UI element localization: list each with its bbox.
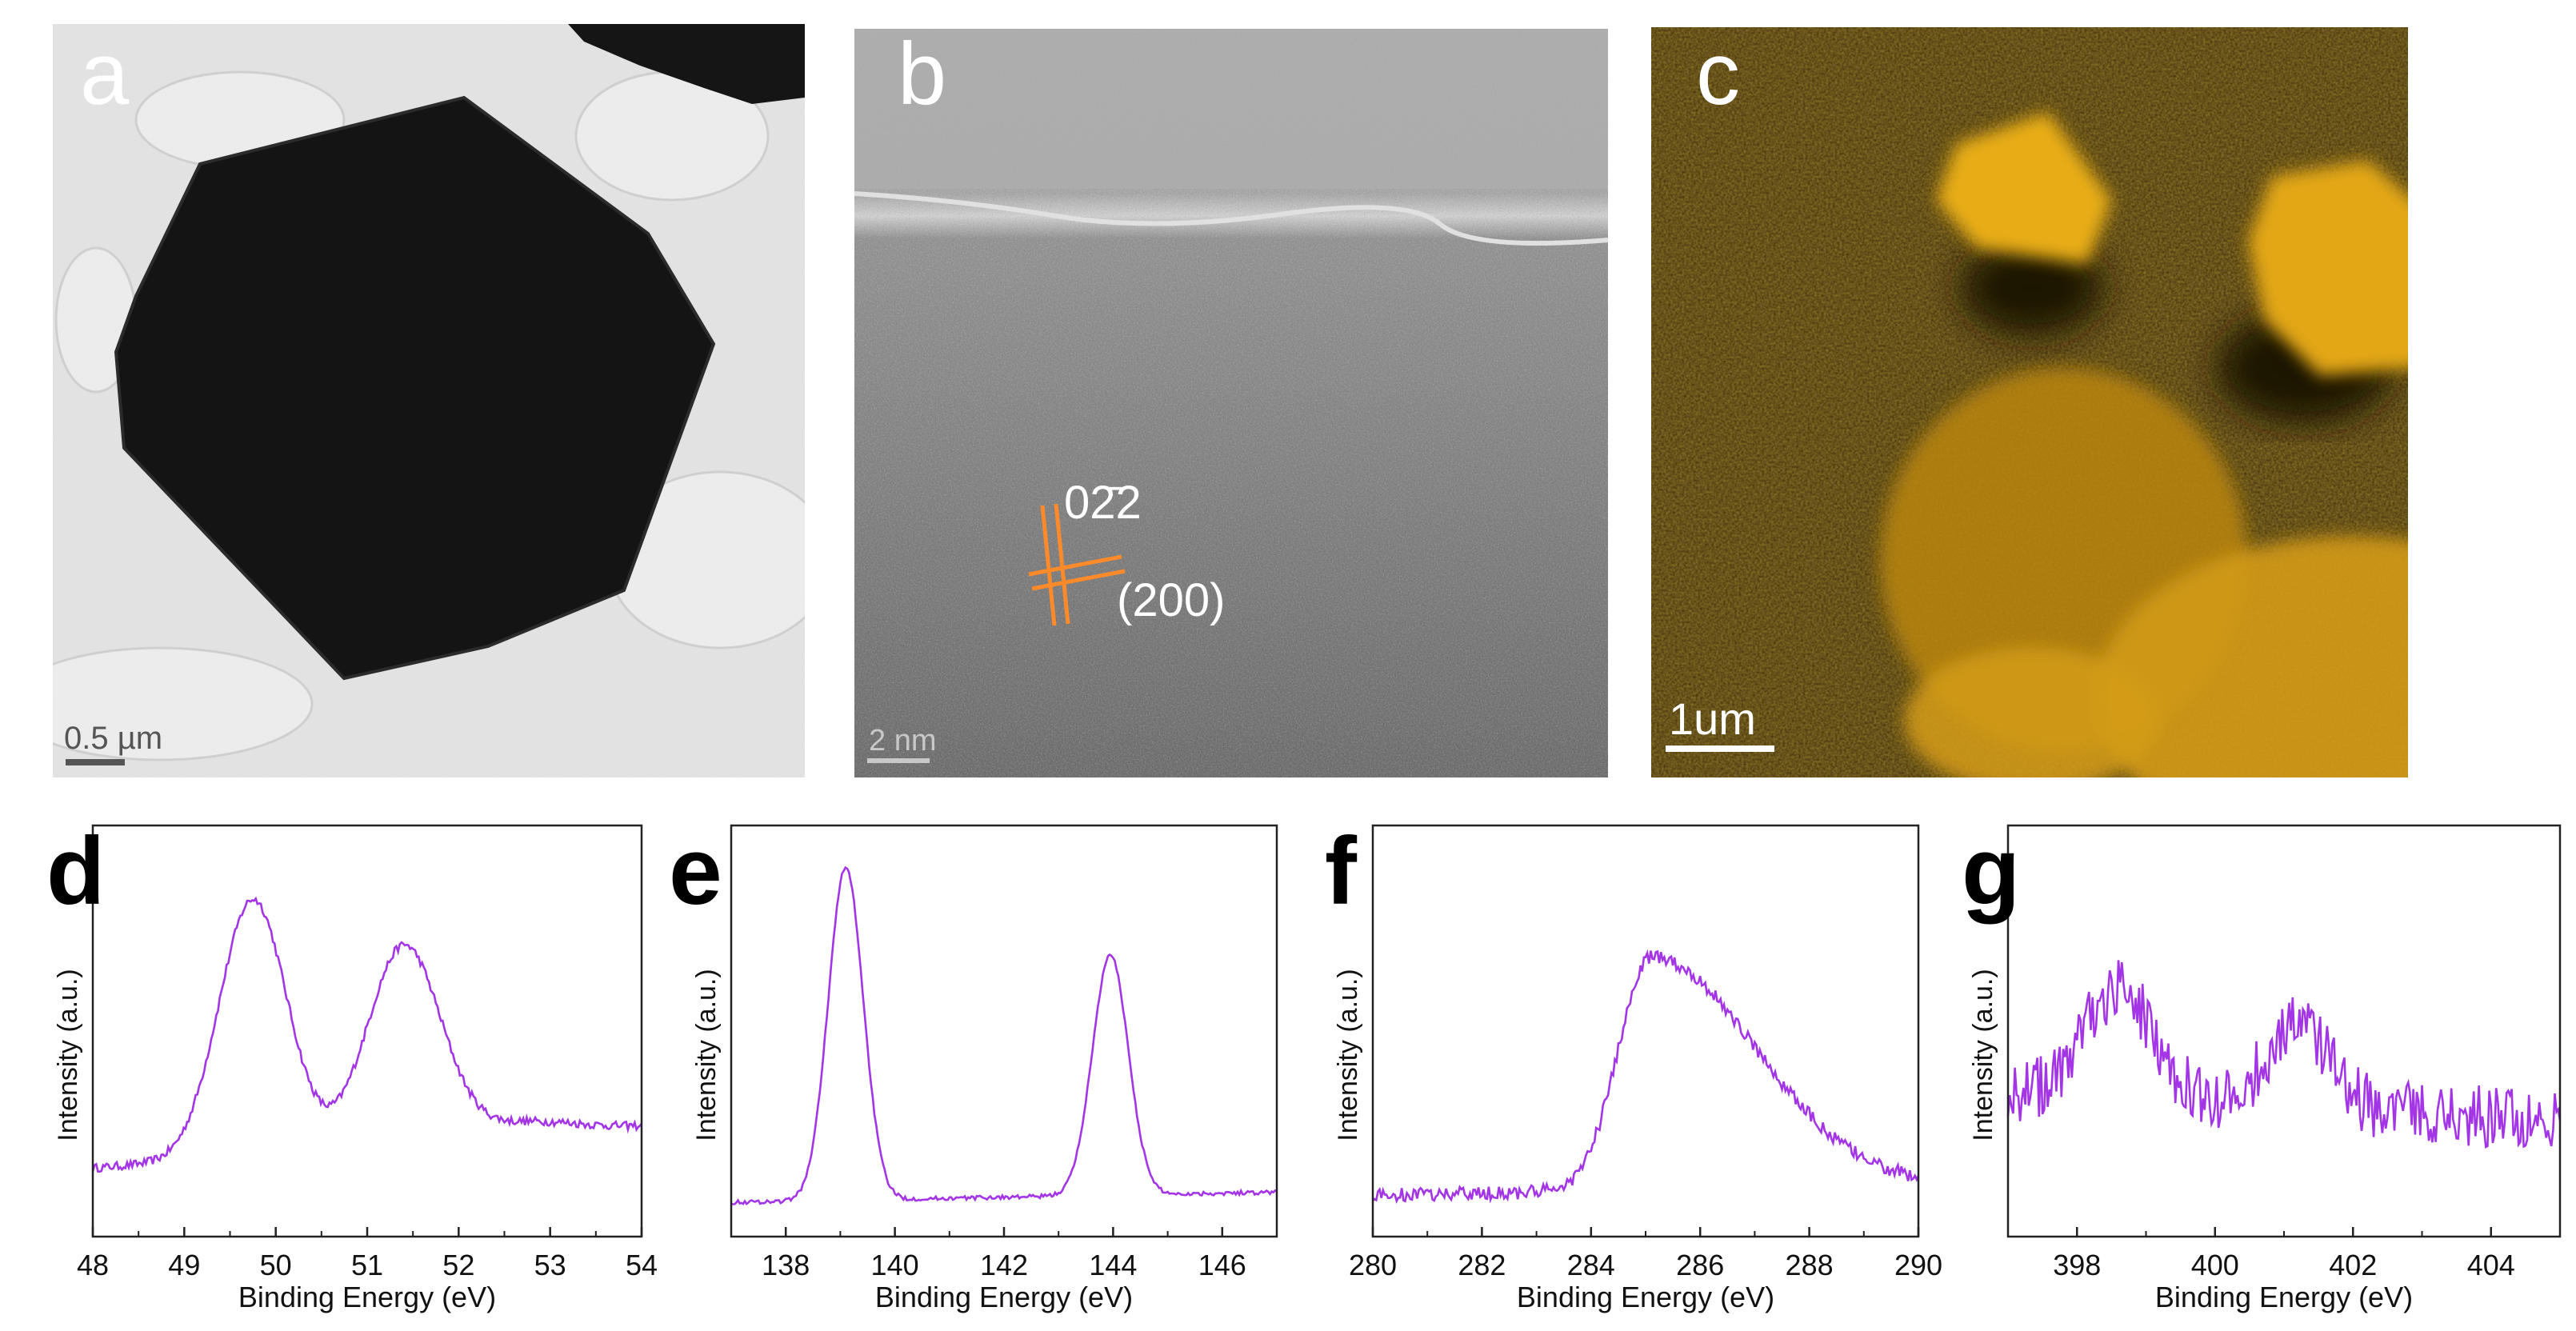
panel-letter-d: d [46,817,105,925]
x-tick-label-d: 49 [168,1249,200,1281]
neighbor-particle [568,24,805,104]
spectrum-line-e [730,865,1278,1206]
x-tick-label-g: 400 [2191,1249,2239,1281]
chart-panel-f: 280 282 284 286 288 290 Binding Energy (eV) Int… [1325,817,1942,1313]
plot-frame-d [91,824,643,1238]
crystal-edge [854,191,1608,246]
map-signal-regions [1880,112,2408,777]
spectrum-line-d [91,896,643,1173]
x-tick-label-f: 290 [1894,1249,1942,1281]
y-axis-label-f: Intensity (a.u.) [1333,969,1363,1141]
x-tick-label-f: 288 [1786,1249,1834,1281]
x-axis-label-f: Binding Energy (eV) [1517,1281,1774,1313]
panel-b [854,29,1608,777]
panel-letter-g: g [1962,817,2020,925]
x-tick-label-e: 142 [980,1249,1028,1281]
x-tick-label-g: 402 [2329,1249,2377,1281]
panel-a-letter: a [80,25,130,123]
x-tick-label-e: 146 [1198,1249,1246,1281]
panel-letter-e: e [669,817,722,925]
x-tick-label-f: 286 [1676,1249,1724,1281]
x-tick-label-f: 284 [1567,1249,1615,1281]
panel-letter-f: f [1325,817,1358,925]
x-tick-label-e: 144 [1089,1249,1137,1281]
panel-b-scale-bar [867,758,930,763]
panel-a-scale-bar [66,759,125,765]
plot-frame-e [730,824,1278,1238]
hexagonal-particle [114,95,716,681]
chart-panel-d: 48 49 50 51 52 53 54 Binding Energy (eV) Intensi… [46,817,658,1313]
panel-b-scale-label: 2 nm [869,724,936,757]
panel-b-letter: b [898,25,946,123]
lattice-markers [1028,503,1126,626]
x-tick-label-g: 398 [2053,1249,2101,1281]
x-tick-label-f: 280 [1349,1249,1397,1281]
panel-c-scale-label: 1um [1669,693,1756,744]
spectrum-line-f [1372,949,1920,1204]
x-tick-label-d: 52 [442,1249,474,1281]
panel-a [53,24,805,777]
chart-panel-g: 398 400 402 404 Binding Energy (eV) Intensity… [1962,817,2562,1313]
y-axis-label-d: Intensity (a.u.) [53,969,83,1141]
panel-a-scale-label: 0.5 µm [64,721,162,756]
spectrum-line-g [2006,960,2562,1149]
x-tick-label-e: 138 [762,1249,810,1281]
y-axis-label-g: Intensity (a.u.) [1968,969,1998,1141]
x-tick-label-f: 282 [1458,1249,1506,1281]
x-axis-label-g: Binding Energy (eV) [2155,1281,2413,1313]
lattice-label-022: 02̄2 [1064,477,1142,529]
x-tick-label-d: 50 [260,1249,292,1281]
chart-panel-e: 138 140 142 144 146 Binding Energy (eV) Intens… [669,817,1278,1313]
x-tick-label-e: 140 [871,1249,919,1281]
x-tick-label-d: 54 [626,1249,658,1281]
x-tick-label-d: 48 [77,1249,109,1281]
y-axis-label-e: Intensity (a.u.) [691,969,722,1141]
x-tick-label-g: 404 [2467,1249,2515,1281]
panel-c-letter: c [1696,25,1740,123]
plot-frame-f [1371,824,1920,1238]
x-tick-label-d: 51 [351,1249,383,1281]
panel-c-scale-bar [1666,745,1774,752]
panel-c [1651,27,2408,777]
x-axis-label-e: Binding Energy (eV) [875,1281,1133,1313]
x-tick-label-d: 53 [534,1249,566,1281]
x-axis-label-d: Binding Energy (eV) [238,1281,496,1313]
lattice-label-200: (200) [1117,574,1225,626]
